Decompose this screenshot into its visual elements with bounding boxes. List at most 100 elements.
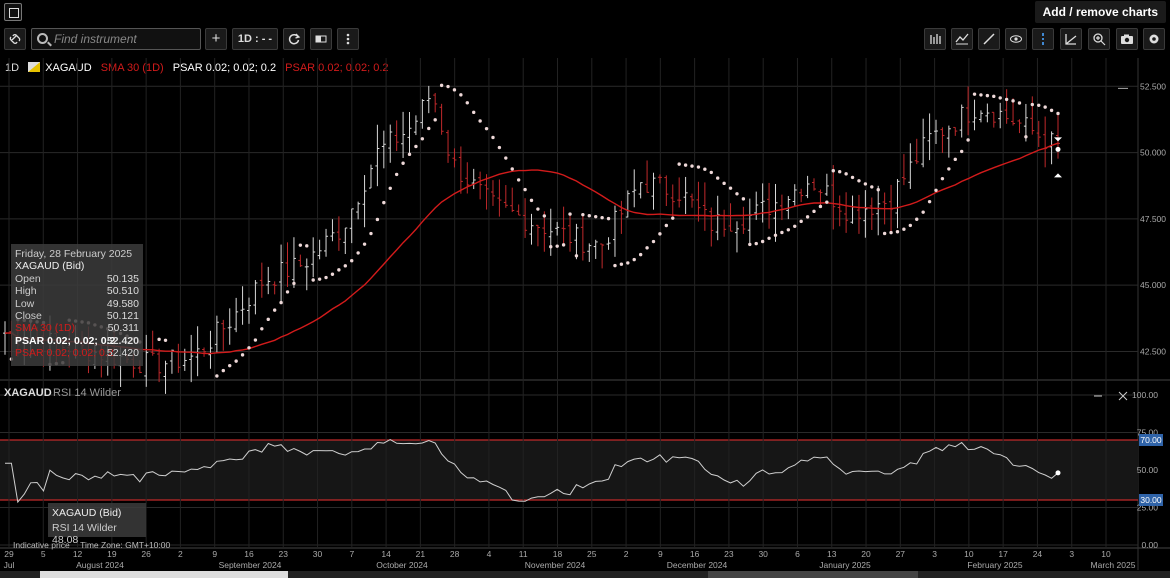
psar-dot xyxy=(433,118,437,122)
day-tick-label: 28 xyxy=(450,549,460,559)
psar-dot xyxy=(805,215,810,219)
day-tick-label: 9 xyxy=(658,549,663,559)
psar-dot xyxy=(818,204,823,209)
psar-dot xyxy=(902,227,906,231)
psar-dot xyxy=(317,277,322,281)
indicators-icon[interactable] xyxy=(951,28,973,50)
expand-icon[interactable] xyxy=(4,3,22,21)
add-remove-charts-button[interactable]: Add / remove charts xyxy=(1034,1,1166,23)
day-tick-label: 24 xyxy=(1033,549,1043,559)
psar-dot xyxy=(542,214,547,218)
psar-dot xyxy=(529,198,534,203)
day-tick-label: 7 xyxy=(349,549,354,559)
layout-icon[interactable] xyxy=(310,28,332,50)
day-tick-label: 30 xyxy=(758,549,768,559)
camera-icon[interactable] xyxy=(1116,28,1138,50)
psar-dot xyxy=(1024,135,1028,139)
day-tick-label: 23 xyxy=(724,549,734,559)
psar-dot xyxy=(221,368,226,373)
day-tick-label: 25 xyxy=(587,549,597,559)
find-instrument-field[interactable] xyxy=(31,28,201,50)
add-button[interactable]: + xyxy=(205,28,227,50)
draw-line-icon[interactable] xyxy=(978,28,1000,50)
psar-dot xyxy=(350,259,354,263)
rsi-lower-badge: 30.00 xyxy=(1140,495,1162,505)
psar-dot xyxy=(754,241,758,246)
tooltip-value: 52.420 xyxy=(106,334,139,347)
gear-icon[interactable] xyxy=(1143,28,1165,50)
sma-legend[interactable]: SMA 30 (1D) xyxy=(100,62,164,74)
psar-dot xyxy=(1017,101,1022,105)
fib-icon[interactable] xyxy=(1060,28,1082,50)
psar-dot xyxy=(491,135,495,140)
psar-dot xyxy=(279,300,283,305)
psar-dot xyxy=(472,110,476,115)
psar-dot xyxy=(972,92,977,96)
psar-white-legend[interactable]: PSAR 0.02; 0.02; 0.2 xyxy=(172,62,277,74)
price-tick-label: 47.500 xyxy=(1140,214,1166,224)
find-instrument-input[interactable] xyxy=(54,31,198,47)
eye-icon[interactable] xyxy=(1005,28,1027,50)
day-tick-label: 19 xyxy=(107,549,117,559)
day-tick-label: 17 xyxy=(998,549,1008,559)
timeframe-button[interactable]: 1D : - - xyxy=(232,28,278,50)
day-tick-label: 23 xyxy=(279,549,289,559)
psar-dot xyxy=(613,263,617,268)
bar-type-icon[interactable] xyxy=(924,28,946,50)
psar-dot xyxy=(767,236,771,240)
psar-dot xyxy=(163,338,168,342)
psar-dot xyxy=(330,272,335,276)
symbol-flag-icon xyxy=(28,62,41,72)
day-tick-label: 16 xyxy=(690,549,700,559)
psar-dot xyxy=(1049,108,1054,113)
psar-dot xyxy=(1043,105,1047,109)
psar-dot xyxy=(234,359,238,363)
crosshair-icon[interactable] xyxy=(1032,28,1054,50)
rsi-tooltip: XAGAUD (Bid) RSI 14 Wilder 48.08 xyxy=(48,503,146,546)
tooltip-date: Friday, 28 February 2025 xyxy=(15,248,133,260)
time-scrollbar[interactable] xyxy=(0,571,1170,578)
psar-dot xyxy=(953,157,957,162)
scrollbar-segment[interactable] xyxy=(708,571,918,578)
psar-dot xyxy=(324,275,328,280)
psar-dot xyxy=(343,264,347,268)
symbol-label[interactable]: XAGAUD xyxy=(45,62,92,74)
psar-dot xyxy=(844,172,848,176)
month-tick-label: December 2024 xyxy=(667,560,728,570)
day-tick-label: 3 xyxy=(932,549,937,559)
rsi-symbol: XAGAUD xyxy=(4,387,52,399)
scrollbar-thumb[interactable] xyxy=(40,571,288,578)
zoom-icon[interactable] xyxy=(1088,28,1110,50)
psar-dot xyxy=(594,214,598,219)
price-chart[interactable]: 52.50050.00047.50045.00042.500100.0075.0… xyxy=(0,58,1170,578)
month-tick-label: November 2024 xyxy=(525,560,586,570)
psar-dot xyxy=(934,188,938,192)
day-tick-label: 3 xyxy=(1069,549,1074,559)
top-bar: Add / remove charts xyxy=(0,0,1170,26)
rsi-tick-label: 0.00 xyxy=(1141,540,1158,550)
tooltip-label: Open xyxy=(15,272,41,285)
psar-dot xyxy=(401,161,405,165)
rsi-tooltip-instrument: XAGAUD (Bid) xyxy=(52,507,122,519)
tooltip-label: SMA 30 (1D) xyxy=(15,322,76,335)
refresh-icon[interactable] xyxy=(283,28,305,50)
psar-dot xyxy=(375,217,380,222)
psar-dot xyxy=(671,216,675,220)
psar-dot xyxy=(452,88,457,92)
day-tick-label: 27 xyxy=(896,549,906,559)
psar-dot xyxy=(773,233,778,237)
more-options-icon[interactable] xyxy=(337,28,359,50)
link-icon[interactable] xyxy=(4,28,26,50)
psar-dot xyxy=(465,101,469,105)
rsi-upper-badge-bg xyxy=(1139,434,1163,446)
psar-dot xyxy=(947,167,951,171)
day-tick-label: 29 xyxy=(4,549,14,559)
psar-dot xyxy=(683,163,688,167)
psar-dot xyxy=(825,200,829,204)
low-marker-icon xyxy=(1054,173,1062,178)
day-tick-label: 12 xyxy=(73,549,83,559)
psar-dot xyxy=(555,244,559,248)
psar-dot xyxy=(414,144,418,149)
psar-red-legend[interactable]: PSAR 0.02; 0.02; 0.2 xyxy=(285,62,389,74)
psar-dot xyxy=(703,167,707,171)
